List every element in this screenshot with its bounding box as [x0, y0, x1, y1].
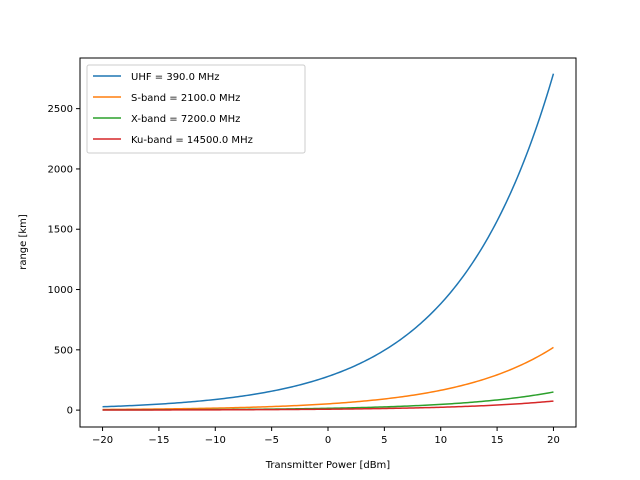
x-tick-label: 15	[491, 435, 504, 446]
y-tick-label: 1500	[48, 225, 73, 236]
x-tick-label: −15	[148, 435, 169, 446]
series-line	[102, 400, 554, 411]
legend-box	[86, 64, 306, 154]
series-layer	[102, 73, 555, 411]
y-tick-label: 500	[54, 345, 73, 356]
x-tick-label: 10	[434, 435, 447, 446]
x-tick-label: 0	[325, 435, 331, 446]
legend-label: Ku-band = 14500.0 MHz	[131, 135, 253, 146]
x-tick-label: −5	[264, 435, 279, 446]
y-tick-label: 0	[67, 406, 73, 417]
legend: UHF = 390.0 MHz S-band = 2100.0 MHz X-band…	[86, 64, 306, 154]
series-line	[102, 391, 554, 411]
legend-label: X-band = 7200.0 MHz	[131, 114, 240, 125]
x-tick-label: 5	[381, 435, 387, 446]
x-tick-label: −20	[92, 435, 113, 446]
y-tick-label: 1000	[48, 285, 73, 296]
x-tick-label: 20	[547, 435, 560, 446]
x-axis: −20 −15 −10 −5 0 5 10 15 20	[92, 427, 560, 446]
y-axis: 0 500 1000 1500 2000 2500	[48, 104, 80, 417]
series-line	[102, 346, 554, 411]
y-tick-label: 2000	[48, 164, 73, 175]
series-line	[102, 73, 555, 408]
y-axis-label: range [km]	[18, 214, 29, 270]
x-tick-label: −10	[205, 435, 226, 446]
y-tick-label: 2500	[48, 104, 73, 115]
x-axis-label: Transmitter Power [dBm]	[265, 460, 390, 471]
legend-label: UHF = 390.0 MHz	[131, 72, 220, 83]
legend-label: S-band = 2100.0 MHz	[131, 93, 240, 104]
